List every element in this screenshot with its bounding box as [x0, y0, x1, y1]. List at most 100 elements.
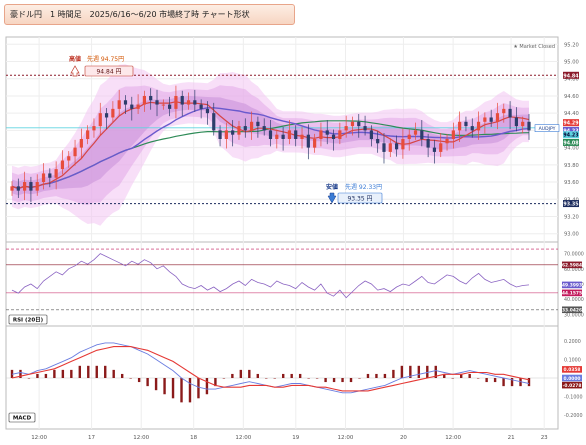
macd-histogram-bar	[341, 378, 344, 383]
low-price-tag: 93.35	[563, 202, 578, 208]
candle-body	[67, 156, 71, 161]
candle-body	[508, 108, 512, 118]
candle-body	[287, 130, 292, 139]
macd-histogram-bar	[70, 369, 73, 378]
macd-histogram-bar	[154, 378, 158, 391]
candle-body	[275, 134, 279, 139]
rsi-tick-label: 60.0000	[564, 267, 584, 273]
low-arrow-icon	[327, 192, 337, 204]
macd-histogram-bar	[180, 378, 183, 403]
x-tick-label: 12:00	[235, 435, 251, 441]
macd-histogram-bar	[53, 369, 56, 378]
rsi-label: RSI (20日)	[13, 317, 44, 324]
macd-histogram-bar	[137, 378, 141, 383]
macd-histogram-bar	[36, 373, 39, 378]
macd-histogram-bar	[409, 365, 412, 378]
candle-body	[394, 143, 399, 150]
rsi-tag: 33.0426	[562, 308, 582, 314]
macd-histogram-bar	[120, 373, 124, 378]
rsi-panel	[5, 241, 559, 327]
price-tick-label: 94.40	[564, 111, 579, 117]
macd-label-box	[8, 412, 36, 423]
candle-body	[41, 173, 46, 183]
high-price-tag: 94.84	[563, 73, 579, 79]
candle-body	[29, 182, 33, 191]
macd-histogram-bar	[417, 365, 421, 378]
candle-body	[54, 169, 58, 178]
candle-body	[262, 126, 266, 131]
candle-body	[174, 95, 178, 109]
ma-mid-line	[11, 107, 530, 190]
candle-body	[86, 130, 90, 139]
rsi-tick-label: 30.0000	[564, 312, 584, 318]
macd-histogram-bar	[273, 378, 276, 379]
candle-body	[155, 100, 159, 105]
macd-histogram-bar	[61, 369, 65, 378]
candle-body	[445, 139, 449, 144]
candle-body	[521, 121, 525, 127]
candle-body	[382, 143, 386, 152]
rsi-tag-bg	[562, 289, 582, 297]
candle-body	[407, 134, 411, 139]
macd-histogram-bar	[104, 365, 107, 378]
market-status: ★ Market Closed	[513, 44, 555, 50]
macd-histogram-bar	[27, 378, 31, 379]
candle-body	[476, 121, 481, 131]
macd-histogram-bar	[349, 378, 353, 383]
rsi-line	[11, 253, 530, 299]
ma-mid-tag-bg	[563, 126, 579, 134]
x-tick-label: 12:00	[445, 435, 461, 441]
macd-histogram-bar	[324, 378, 327, 383]
candle-body	[111, 108, 115, 118]
rsi-tick-label: 70.0000	[564, 252, 584, 258]
price-tick-label: 94.60	[564, 94, 579, 100]
symbol-tag: AUDJPY	[539, 126, 556, 132]
candle-body	[142, 95, 147, 105]
candle-body	[483, 117, 487, 122]
candle-body	[357, 121, 361, 127]
candle-body	[470, 126, 474, 131]
macd-histogram-bar	[366, 373, 370, 378]
macd-tag-bg	[562, 366, 582, 373]
macd-label: MACD	[13, 416, 32, 422]
candle-body	[495, 113, 500, 122]
macd-histogram-bar	[19, 369, 22, 378]
candle-body	[237, 126, 241, 135]
candle-body	[243, 126, 247, 131]
macd-tick-label: -0.2000	[564, 413, 583, 419]
candle-body	[193, 100, 197, 105]
candle-body	[344, 126, 348, 131]
x-tick-label: 12:00	[338, 435, 354, 441]
candle-body	[313, 139, 317, 148]
high-arrow-icon	[70, 65, 80, 77]
macd-histogram-bar	[256, 373, 259, 378]
candle-body	[527, 121, 531, 131]
candle-body	[401, 139, 405, 150]
chart-title: 豪ドル円 1 時間足 2025/6/16～6/20 市場終了時 チャート形状	[4, 4, 295, 25]
candle-body	[218, 130, 222, 139]
macd-histogram-bar	[527, 378, 531, 387]
candle-body	[331, 134, 336, 139]
x-tick-label: 23	[541, 435, 548, 441]
candle-body	[73, 147, 77, 157]
x-tick-label: 21	[508, 435, 515, 441]
candle-body	[10, 186, 14, 191]
candle-body	[79, 139, 83, 148]
macd-histogram-bar	[451, 378, 454, 379]
macd-histogram-bar	[434, 365, 437, 378]
x-tick-label: 20	[400, 435, 407, 441]
candle-body	[205, 108, 210, 114]
candle-body	[104, 113, 109, 118]
ma-short-tag-bg	[563, 119, 579, 127]
macd-panel	[5, 325, 559, 430]
candle-body	[325, 130, 329, 135]
macd-histogram-bar	[400, 365, 404, 378]
candle-body	[300, 134, 304, 139]
rsi-tag-bg	[562, 281, 582, 289]
candle-body	[48, 173, 52, 178]
candle-body	[426, 139, 430, 148]
macd-histogram-bar	[459, 373, 463, 378]
candle-body	[161, 104, 165, 106]
